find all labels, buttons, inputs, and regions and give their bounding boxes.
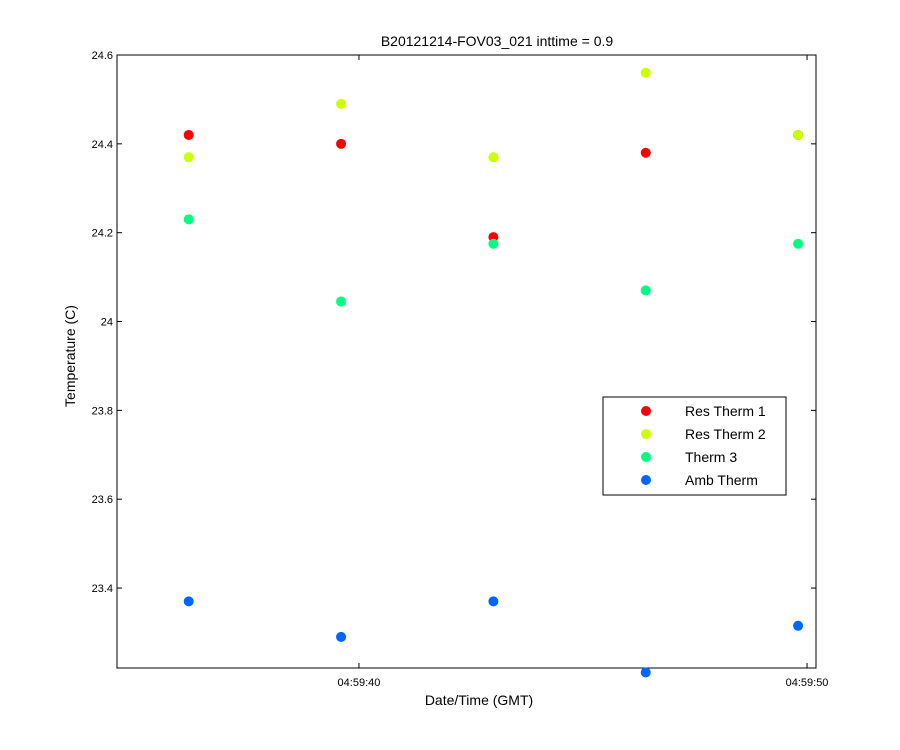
y-axis-label: Temperature (C) xyxy=(62,305,78,407)
data-point-amb-therm xyxy=(640,667,651,678)
legend-marker-therm-3 xyxy=(641,452,651,462)
points-layer xyxy=(183,67,804,678)
y-tick-label: 24 xyxy=(101,317,113,329)
data-point-res-therm-1 xyxy=(183,129,194,140)
data-point-res-therm-2 xyxy=(640,67,651,78)
x-axis-label: Date/Time (GMT) xyxy=(425,692,533,708)
legend-label-res-therm-1: Res Therm 1 xyxy=(685,403,766,419)
y-tick-label: 24.4 xyxy=(92,139,113,151)
y-tick-label: 23.8 xyxy=(92,405,113,417)
y-tick-label: 24.2 xyxy=(92,228,113,240)
y-tick-label: 23.4 xyxy=(92,583,113,595)
x-tick-label: 04:59:40 xyxy=(338,677,381,689)
data-point-amb-therm xyxy=(183,596,194,607)
data-point-res-therm-2 xyxy=(488,152,499,163)
ticks-layer: 23.4 23.6 23.8 24 24.2 24.4 24.6 04:59:40 04:59:… xyxy=(92,50,829,689)
legend: Res Therm 1 Res Therm 2 Therm 3 Amb Therm xyxy=(602,396,787,496)
legend-marker-res-therm-2 xyxy=(641,429,651,439)
data-point-res-therm-2 xyxy=(793,129,804,140)
legend-marker-amb-therm xyxy=(641,475,651,485)
data-point-therm-3 xyxy=(488,238,499,249)
chart-title: B20121214-FOV03_021 inttime = 0.9 xyxy=(381,33,614,49)
legend-items: Res Therm 1 Res Therm 2 Therm 3 Amb Therm xyxy=(641,403,766,488)
data-point-amb-therm xyxy=(488,596,499,607)
legend-box xyxy=(602,396,787,496)
legend-marker-res-therm-1 xyxy=(641,406,651,416)
y-tick-label: 23.6 xyxy=(92,494,113,506)
data-point-amb-therm xyxy=(793,620,804,631)
y-tick-label: 24.6 xyxy=(92,50,113,62)
data-point-res-therm-1 xyxy=(640,147,651,158)
data-point-therm-3 xyxy=(183,214,194,225)
x-tick-label: 04:59:50 xyxy=(786,677,829,689)
data-point-therm-3 xyxy=(793,238,804,249)
data-point-amb-therm xyxy=(336,631,347,642)
data-point-therm-3 xyxy=(336,296,347,307)
legend-label-res-therm-2: Res Therm 2 xyxy=(685,426,766,442)
plot-area xyxy=(116,54,817,669)
data-point-res-therm-2 xyxy=(336,98,347,109)
data-point-res-therm-1 xyxy=(336,138,347,149)
legend-label-amb-therm: Amb Therm xyxy=(685,472,758,488)
legend-label-therm-3: Therm 3 xyxy=(685,449,737,465)
data-point-res-therm-2 xyxy=(183,152,194,163)
data-point-therm-3 xyxy=(640,285,651,296)
